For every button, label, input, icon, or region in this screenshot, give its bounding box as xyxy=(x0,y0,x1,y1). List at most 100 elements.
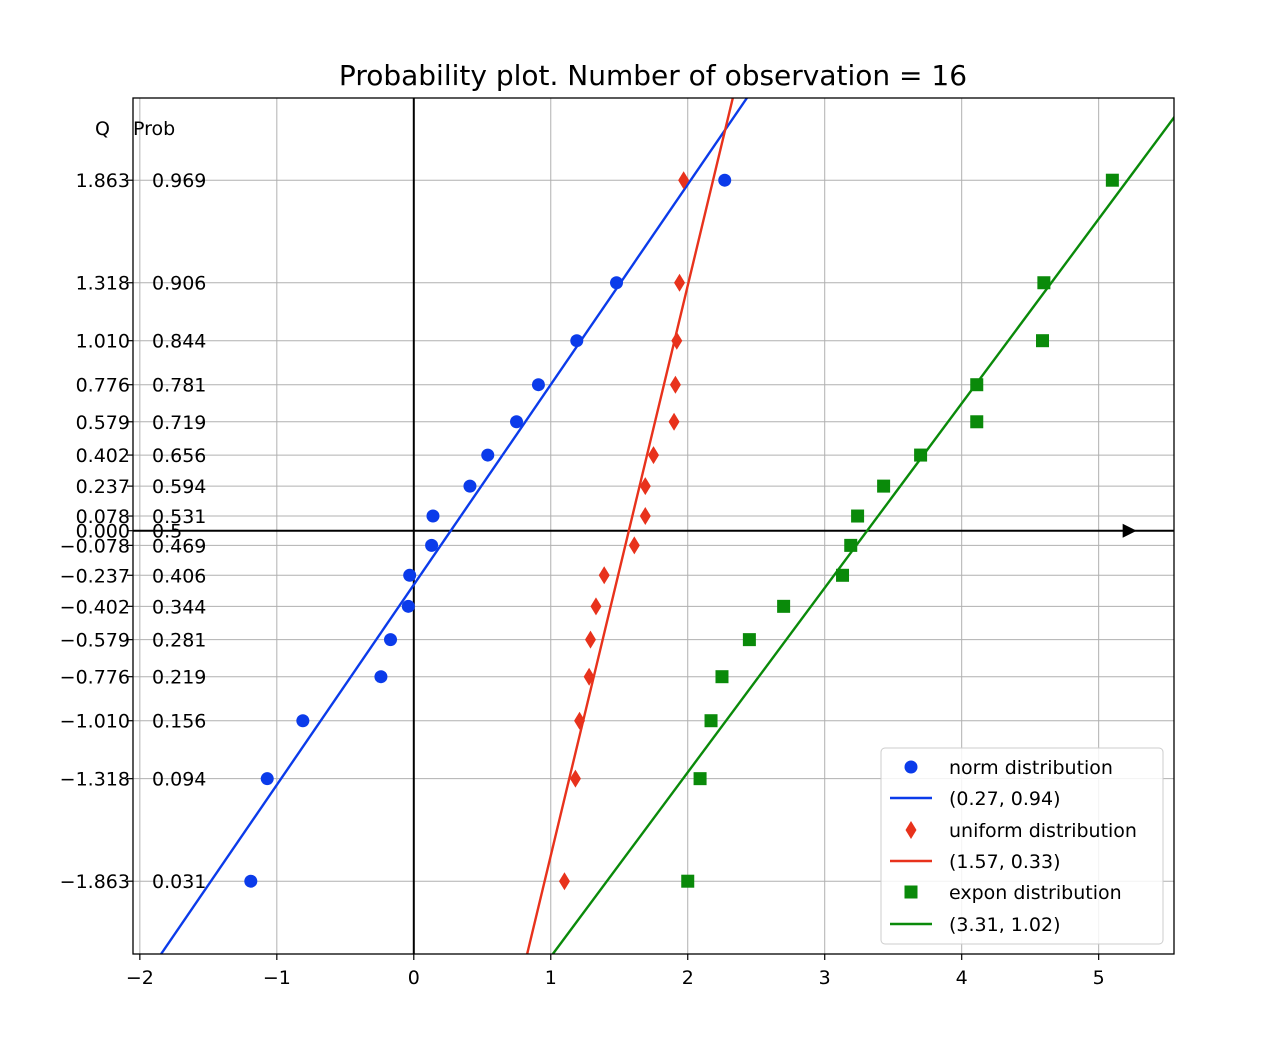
point-s2-7 xyxy=(844,538,858,552)
point-s2-2 xyxy=(704,714,718,728)
point-s0-9 xyxy=(463,479,477,493)
y-tick-q-label-0: 1.863 xyxy=(76,170,130,192)
chart-title: Probability plot. Number of observation … xyxy=(339,59,967,92)
fit-line-2 xyxy=(551,115,1174,954)
y-tick-prob-label-9: 0.469 xyxy=(152,535,206,557)
y-tick-prob-label-0: 0.969 xyxy=(152,170,206,192)
point-s1-2 xyxy=(574,711,586,730)
y-tick-prob-label-10: 0.406 xyxy=(152,565,206,587)
point-s1-10 xyxy=(648,446,659,465)
point-s2-10 xyxy=(914,448,928,462)
fit-line-1 xyxy=(525,98,734,954)
point-s2-13 xyxy=(1036,334,1050,348)
point-s0-12 xyxy=(531,378,545,392)
point-s0-1 xyxy=(260,772,274,786)
plot-frame xyxy=(132,97,1175,955)
point-s2-11 xyxy=(970,415,984,429)
x-tick-label-7: 5 xyxy=(1093,967,1105,989)
q-column-header: Q xyxy=(95,118,110,140)
point-s0-10 xyxy=(481,448,495,462)
point-s2-8 xyxy=(851,509,865,523)
y-axis-ticks: 1.863 0.969 1.318 0.906 1.010 0.844 0.776 0.781… xyxy=(60,170,207,893)
x-tick-label-4: 2 xyxy=(682,967,694,989)
x-axis-ticks: −2 −1 0 1 2 3 4 5 xyxy=(126,954,1105,989)
y-tick-prob-label-5: 0.656 xyxy=(152,445,206,467)
y-tick-q-label-14: −1.010 xyxy=(60,711,130,733)
point-s0-2 xyxy=(296,714,310,728)
y-tick-q-label-4: 0.579 xyxy=(76,412,130,434)
point-s1-11 xyxy=(668,412,680,431)
y-tick-prob-label-13: 0.219 xyxy=(152,667,206,689)
y-tick-prob-label-14: 0.156 xyxy=(152,711,206,733)
y-tick-q-label-6: 0.237 xyxy=(76,476,130,498)
y-tick-q-label-10: −0.237 xyxy=(60,565,130,587)
y-tick-q-label-5: 0.402 xyxy=(76,445,130,467)
y-tick-prob-label-16: 0.031 xyxy=(152,871,206,893)
point-s1-13 xyxy=(671,331,683,350)
y-tick-q-label-8: 0.000 xyxy=(76,521,130,543)
legend-box xyxy=(880,747,1164,945)
point-s0-6 xyxy=(403,568,417,582)
y-tick-q-label-15: −1.318 xyxy=(60,769,130,791)
point-s1-3 xyxy=(583,667,595,686)
prob-column-header: Prob xyxy=(133,118,175,140)
x-tick-label-0: −2 xyxy=(126,967,154,989)
y-tick-prob-label-4: 0.719 xyxy=(152,412,206,434)
point-s0-7 xyxy=(425,538,439,552)
y-tick-q-label-1: 1.318 xyxy=(76,273,130,295)
point-s1-4 xyxy=(584,630,596,649)
legend-marker-1 xyxy=(905,821,917,839)
legend-fit-label-1: (1.57, 0.33) xyxy=(949,851,1061,873)
y-tick-q-label-3: 0.776 xyxy=(76,375,130,397)
y-tick-prob-label-2: 0.844 xyxy=(152,331,206,353)
y-tick-prob-label-15: 0.094 xyxy=(152,769,206,791)
point-s1-15 xyxy=(678,171,690,190)
point-s0-8 xyxy=(426,509,440,523)
point-s2-5 xyxy=(777,599,791,613)
point-s2-0 xyxy=(681,874,695,888)
point-s2-3 xyxy=(715,670,729,684)
point-s0-4 xyxy=(384,633,398,647)
point-s2-1 xyxy=(693,772,707,786)
legend-label-0: norm distribution xyxy=(949,757,1113,779)
point-s2-15 xyxy=(1105,173,1119,187)
point-s2-4 xyxy=(742,633,756,647)
y-tick-prob-label-8: 0.5 xyxy=(152,521,182,543)
y-tick-prob-label-7: 0.531 xyxy=(152,506,206,528)
legend-fit-label-2: (3.31, 1.02) xyxy=(949,914,1061,936)
y-tick-q-label-7: 0.078 xyxy=(76,506,130,528)
point-s1-0 xyxy=(558,872,570,891)
y-tick-q-label-13: −0.776 xyxy=(60,667,130,689)
y-tick-q-label-12: −0.579 xyxy=(60,630,130,652)
point-s2-12 xyxy=(970,378,984,392)
point-s1-14 xyxy=(674,273,686,292)
point-s2-14 xyxy=(1037,276,1051,290)
y-tick-q-label-2: 1.010 xyxy=(76,331,130,353)
x-tick-label-6: 4 xyxy=(956,967,968,989)
legend-marker-2 xyxy=(904,885,918,899)
point-s1-9 xyxy=(639,477,651,496)
x-tick-label-5: 3 xyxy=(819,967,831,989)
fit-lines xyxy=(160,98,1174,954)
point-s0-13 xyxy=(570,334,584,348)
point-s1-12 xyxy=(669,375,681,394)
x-tick-label-2: 0 xyxy=(408,967,420,989)
y-tick-prob-label-3: 0.781 xyxy=(152,375,206,397)
legend-label-2: expon distribution xyxy=(949,882,1122,904)
point-s1-5 xyxy=(590,597,602,616)
fit-line-0 xyxy=(160,98,748,954)
y-tick-prob-label-1: 0.906 xyxy=(152,273,206,295)
point-s0-3 xyxy=(374,670,388,684)
y-tick-prob-label-12: 0.281 xyxy=(152,630,206,652)
axis-arrow-icon xyxy=(1122,523,1137,538)
point-s2-9 xyxy=(877,479,891,493)
y-tick-q-label-11: −0.402 xyxy=(60,596,130,618)
point-s1-8 xyxy=(639,507,651,526)
y-tick-prob-label-6: 0.594 xyxy=(152,476,206,498)
legend-marker-0 xyxy=(904,760,918,774)
x-tick-label-1: −1 xyxy=(263,967,291,989)
point-s1-7 xyxy=(628,536,640,555)
data-points xyxy=(244,171,1119,891)
y-tick-prob-label-11: 0.344 xyxy=(152,596,206,618)
point-s0-15 xyxy=(718,173,732,187)
